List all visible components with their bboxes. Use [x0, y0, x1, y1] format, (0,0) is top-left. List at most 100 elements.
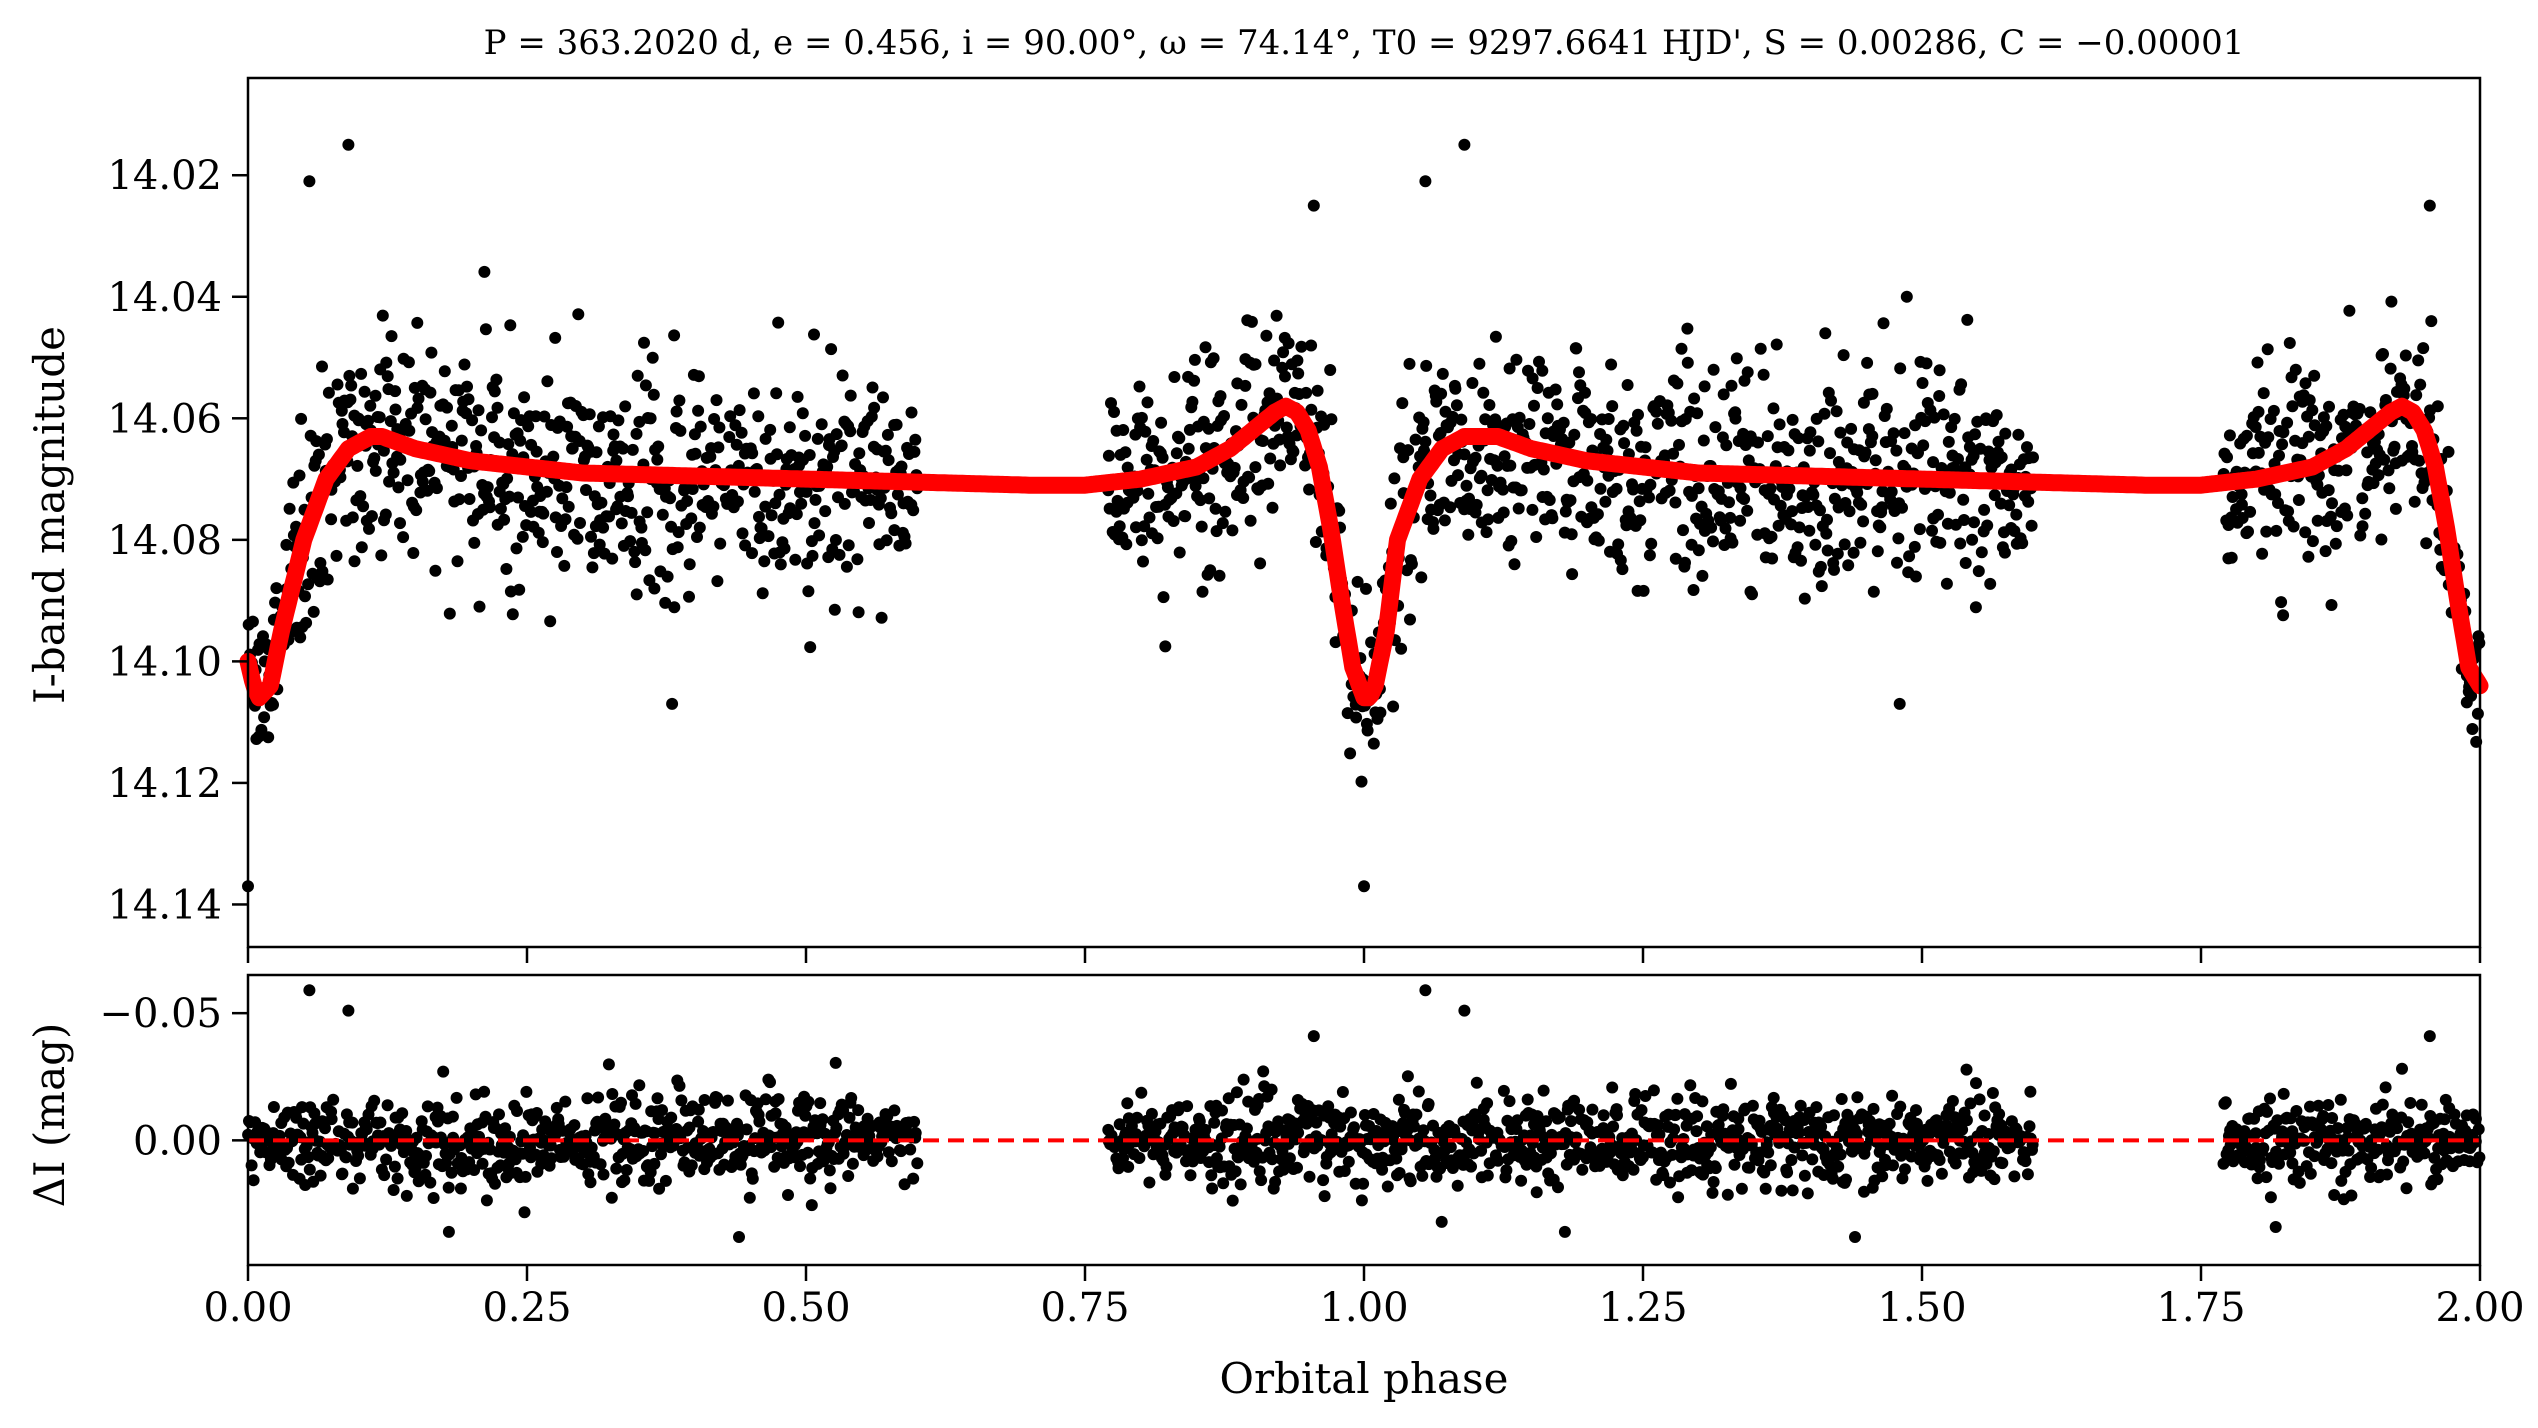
data-point — [721, 1094, 734, 1107]
data-point — [1803, 444, 1816, 457]
data-point — [1255, 1174, 1268, 1187]
data-point — [908, 1115, 921, 1128]
data-point — [550, 1101, 563, 1114]
data-point — [1981, 519, 1994, 532]
data-point — [1978, 1109, 1991, 1122]
data-point — [1690, 1125, 1703, 1138]
data-point — [486, 411, 498, 424]
data-point — [2244, 505, 2257, 518]
data-point — [1254, 557, 1267, 570]
data-point — [1988, 1173, 2001, 1186]
data-point — [2302, 430, 2315, 443]
data-point — [1834, 1148, 1847, 1161]
bottom-y-axis-label: ΔI (mag) — [25, 1023, 74, 1208]
data-point — [1847, 546, 1860, 559]
data-point — [1283, 1152, 1296, 1165]
data-point — [1949, 1157, 1962, 1170]
data-point — [683, 1121, 696, 1134]
data-point — [531, 480, 544, 493]
data-point — [2226, 491, 2239, 503]
data-point — [1730, 352, 1743, 365]
data-point — [875, 611, 888, 624]
data-point — [462, 393, 475, 406]
data-point — [617, 442, 629, 455]
data-point — [639, 544, 652, 557]
data-point — [1830, 405, 1843, 418]
data-point — [1424, 489, 1437, 502]
y-tick-label: 0.00 — [133, 1118, 222, 1164]
data-point — [1573, 1103, 1586, 1116]
data-point — [1840, 1173, 1852, 1186]
data-point — [756, 587, 769, 600]
data-point — [325, 1113, 338, 1126]
data-point — [330, 549, 343, 562]
data-point — [468, 1164, 481, 1176]
data-point — [758, 555, 771, 568]
data-point — [2343, 304, 2356, 317]
data-point — [1492, 1154, 1504, 1167]
data-point — [2465, 689, 2478, 702]
data-point — [491, 401, 504, 414]
data-point — [1607, 1120, 1620, 1133]
data-point — [713, 421, 726, 434]
data-point — [1764, 482, 1777, 495]
data-point — [1395, 1143, 1408, 1156]
data-point — [1819, 327, 1832, 340]
data-point — [1274, 459, 1287, 472]
data-point — [1877, 317, 1890, 330]
data-point — [1138, 520, 1151, 533]
data-point — [2334, 1093, 2347, 1106]
data-point — [421, 1100, 434, 1113]
data-point — [1671, 377, 1684, 390]
data-point — [597, 521, 610, 534]
data-point — [1161, 481, 1174, 494]
data-point — [568, 1119, 581, 1132]
data-point-outlier — [2423, 1030, 2436, 1043]
data-point — [672, 526, 685, 539]
data-point — [833, 548, 846, 561]
data-point — [1791, 541, 1804, 554]
data-point — [1325, 413, 1338, 426]
data-point — [400, 1189, 413, 1202]
data-point — [1908, 540, 1921, 553]
data-point — [1645, 537, 1658, 550]
data-point — [1910, 1117, 1923, 1130]
data-point — [1412, 1085, 1425, 1098]
data-point — [803, 449, 816, 461]
data-point — [346, 511, 359, 524]
data-point — [1515, 1174, 1528, 1187]
data-point — [1351, 575, 1364, 588]
data-point — [2325, 599, 2338, 611]
data-point — [1707, 535, 1719, 548]
data-point — [606, 552, 619, 565]
data-point — [1992, 435, 2005, 448]
data-point — [806, 549, 819, 562]
data-point — [1692, 544, 1705, 557]
data-point — [908, 445, 921, 458]
data-point — [1812, 435, 1825, 448]
data-point — [2292, 494, 2305, 506]
data-point — [1723, 496, 1735, 509]
data-point — [1239, 379, 1252, 392]
y-tick-label: 14.10 — [107, 639, 222, 685]
data-point — [2388, 440, 2401, 453]
data-point — [1820, 527, 1833, 540]
data-point — [882, 454, 895, 467]
data-point — [1458, 448, 1471, 461]
data-point — [1282, 337, 1295, 350]
data-point — [1405, 558, 1418, 570]
data-point — [571, 532, 584, 545]
data-point — [2438, 1113, 2451, 1126]
data-point — [1960, 1063, 1973, 1076]
data-point — [1269, 1175, 1282, 1188]
data-point — [463, 493, 476, 505]
data-point — [312, 448, 325, 461]
data-point — [454, 1182, 467, 1195]
data-point-outlier — [1358, 880, 1370, 893]
data-point — [1318, 1190, 1331, 1203]
data-point — [2260, 525, 2273, 538]
data-point — [1435, 387, 1448, 400]
data-point — [556, 492, 569, 505]
data-point-outlier — [666, 697, 679, 710]
data-point — [246, 615, 259, 628]
